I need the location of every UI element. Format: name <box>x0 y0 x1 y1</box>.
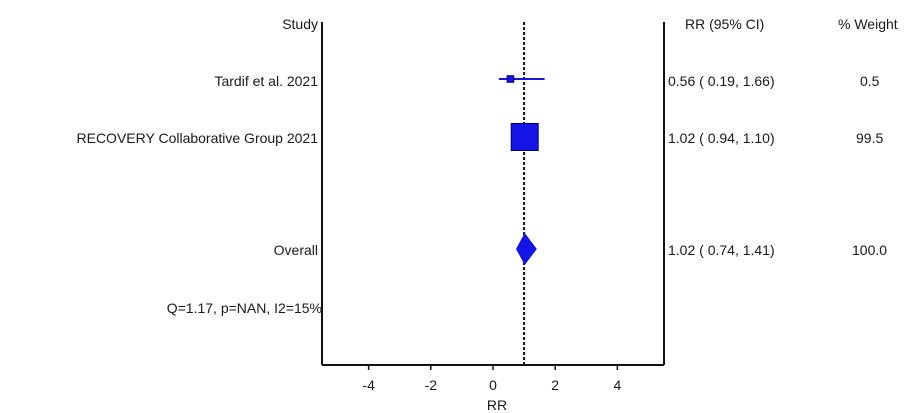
study-label-1: Tardif et al. 2021 <box>214 73 318 89</box>
study-marker <box>510 123 539 151</box>
x-tick-label: 2 <box>551 377 559 393</box>
study-label-2: RECOVERY Collaborative Group 2021 <box>77 130 319 146</box>
effect-header: RR (95% CI) <box>685 16 764 32</box>
overall-ci-text: 1.02 ( 0.74, 1.41) <box>668 242 775 258</box>
x-axis-ticks: -4 -2 0 2 4 <box>362 365 621 393</box>
overall-label: Overall <box>274 242 318 258</box>
weight-text-2: 99.5 <box>856 130 883 146</box>
study-header: Study <box>282 16 318 32</box>
x-tick-label: 4 <box>613 377 621 393</box>
x-tick-label: -4 <box>362 377 375 393</box>
x-axis-label: RR <box>487 397 507 413</box>
plot-frame <box>321 22 665 366</box>
weight-header: % Weight <box>838 16 898 32</box>
study-marker <box>506 75 515 83</box>
weight-text-1: 0.5 <box>860 73 880 89</box>
overall-weight-text: 100.0 <box>852 242 887 258</box>
x-tick-label: 0 <box>489 377 497 393</box>
overall-diamond <box>516 233 537 265</box>
heterogeneity-text: Q=1.17, p=NAN, I2=15% <box>167 300 322 316</box>
x-tick-label: -2 <box>425 377 438 393</box>
ci-text-1: 0.56 ( 0.19, 1.66) <box>668 73 775 89</box>
ci-text-2: 1.02 ( 0.94, 1.10) <box>668 130 775 146</box>
plot-marks <box>498 75 545 265</box>
